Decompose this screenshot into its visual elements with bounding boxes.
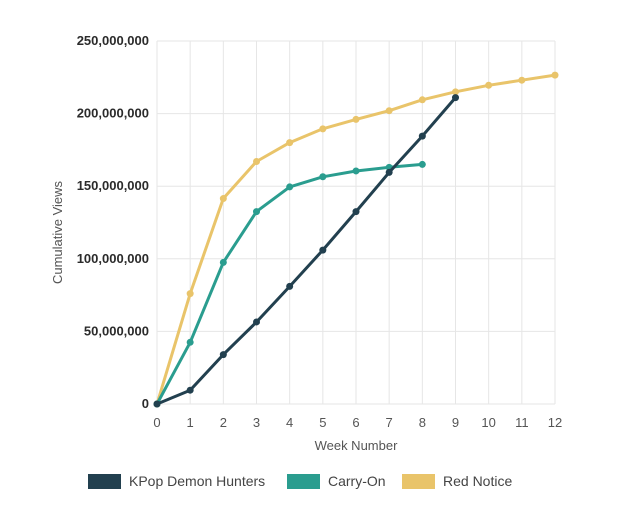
x-tick-label: 10: [481, 415, 495, 430]
y-tick-label: 50,000,000: [84, 323, 149, 338]
data-point: [219, 195, 227, 203]
series-line: [155, 96, 457, 406]
y-tick-label: 200,000,000: [77, 106, 149, 121]
legend-item: Carry-On: [287, 473, 386, 489]
data-point: [352, 208, 360, 216]
data-point: [319, 125, 327, 133]
x-tick-label: 2: [220, 415, 227, 430]
data-point: [286, 139, 294, 147]
series-carry-on: [153, 160, 426, 408]
legend-swatch: [402, 474, 435, 489]
data-point: [186, 290, 194, 298]
x-tick-label: 5: [319, 415, 326, 430]
x-tick-label: 7: [386, 415, 393, 430]
series-layer: [153, 71, 559, 408]
data-point: [253, 318, 260, 326]
data-point: [418, 160, 426, 168]
x-tick-label: 4: [286, 415, 293, 430]
legend-label: Red Notice: [443, 473, 512, 489]
x-tick-label: 12: [548, 415, 562, 430]
data-point: [385, 168, 393, 176]
series-kpop-demon-hunters: [153, 94, 459, 408]
legend-label: KPop Demon Hunters: [129, 473, 265, 489]
x-tick-label: 9: [452, 415, 459, 430]
data-point: [286, 183, 294, 191]
legend: KPop Demon Hunters Carry-On Red Notice: [88, 473, 512, 489]
data-point: [219, 258, 227, 266]
data-point: [418, 96, 426, 104]
data-point: [452, 94, 459, 102]
series-red-notice: [153, 71, 559, 408]
legend-label: Carry-On: [328, 473, 386, 489]
data-point: [452, 88, 459, 96]
x-axis-ticks: 0 1 2 3 4 5 6 7 8 9 10 11 12: [153, 415, 562, 430]
y-axis-ticks: 0 50,000,000 100,000,000 150,000,000 200,000…: [77, 33, 149, 411]
y-tick-label: 150,000,000: [77, 178, 149, 193]
data-point: [253, 208, 260, 216]
x-tick-label: 3: [253, 415, 260, 430]
data-point: [153, 400, 161, 408]
y-tick-label: 0: [142, 396, 149, 411]
data-point: [253, 158, 260, 166]
x-tick-label: 0: [153, 415, 160, 430]
data-point: [485, 81, 493, 89]
data-point: [352, 167, 360, 175]
grid: [156, 40, 556, 405]
data-point: [551, 71, 559, 79]
y-tick-label: 250,000,000: [77, 33, 149, 48]
legend-item: KPop Demon Hunters: [88, 473, 265, 489]
data-point: [418, 132, 426, 140]
y-tick-label: 100,000,000: [77, 251, 149, 266]
data-point: [518, 76, 526, 84]
x-tick-label: 1: [187, 415, 194, 430]
x-tick-label: 8: [419, 415, 426, 430]
y-axis-title: Cumulative Views: [50, 180, 65, 284]
data-point: [186, 338, 194, 346]
data-point: [385, 107, 393, 115]
legend-item: Red Notice: [402, 473, 512, 489]
data-point: [286, 282, 294, 290]
x-tick-label: 6: [352, 415, 359, 430]
data-point: [319, 246, 327, 254]
x-tick-label: 11: [515, 415, 529, 430]
legend-swatch: [287, 474, 320, 489]
data-point: [219, 351, 227, 359]
data-point: [186, 386, 194, 394]
data-point: [319, 173, 327, 181]
legend-swatch: [88, 474, 121, 489]
x-axis-title: Week Number: [315, 438, 399, 453]
data-point: [352, 115, 360, 123]
